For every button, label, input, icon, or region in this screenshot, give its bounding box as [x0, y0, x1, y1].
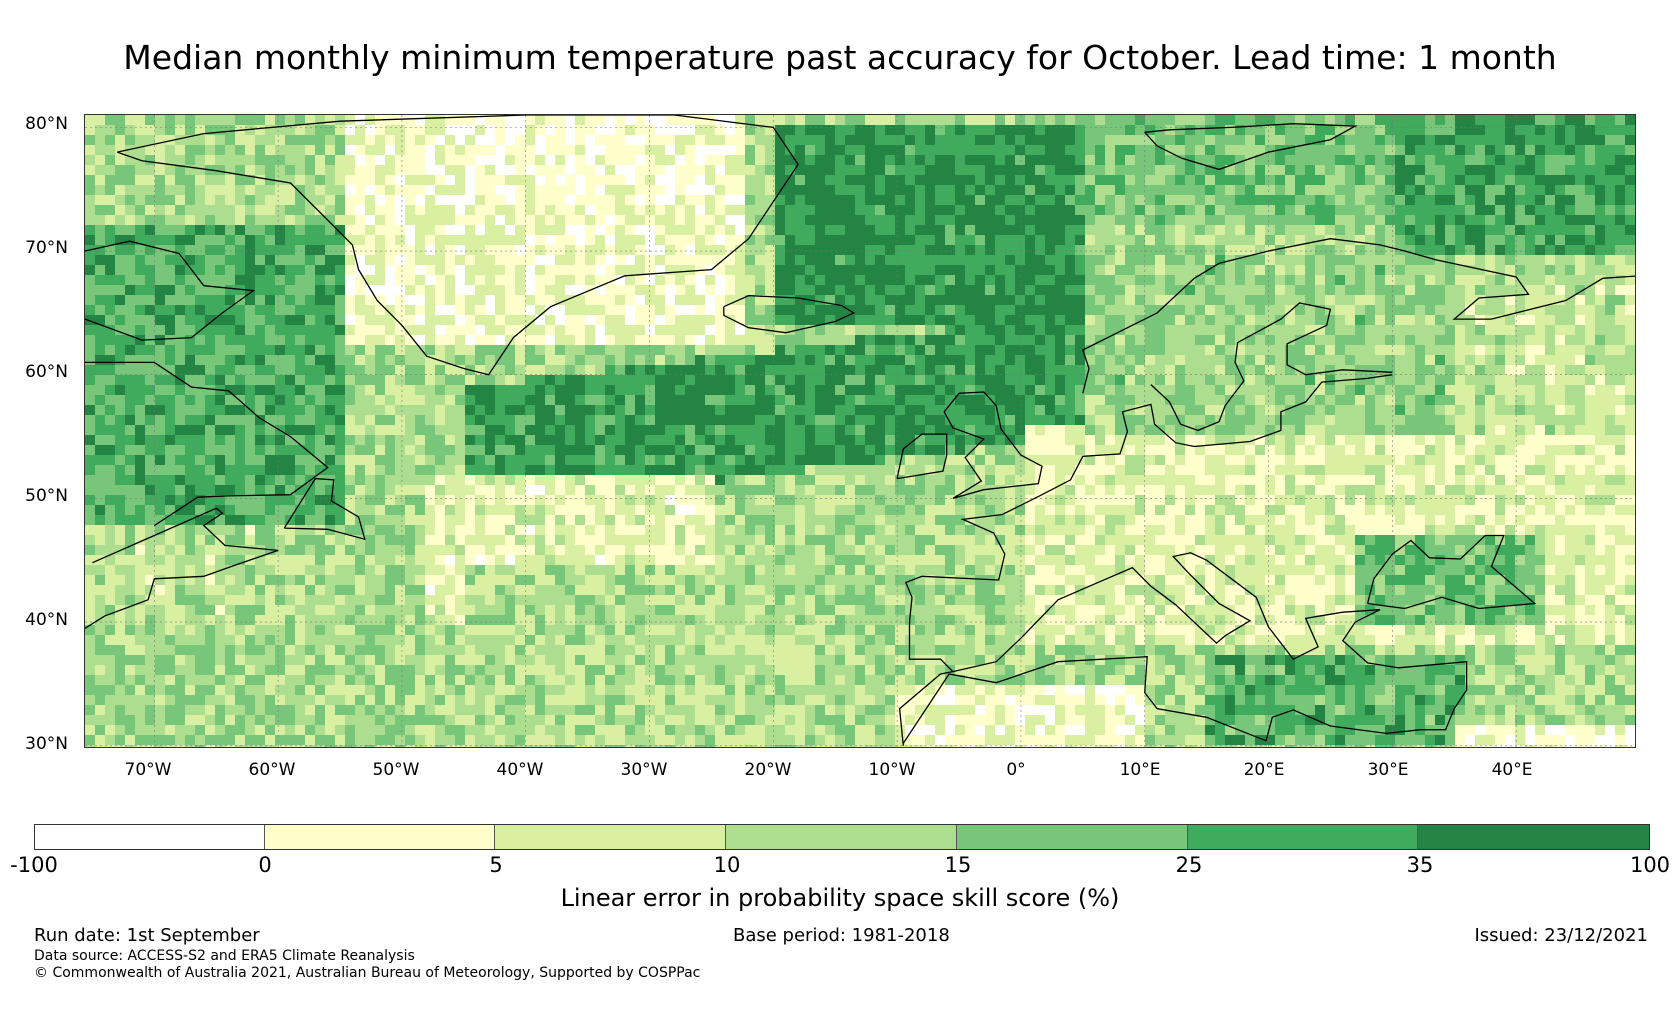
- lat-label-80n: 80°N: [25, 114, 68, 134]
- skill-score-map: [84, 114, 1636, 748]
- lon-label-10w: 10°W: [868, 760, 916, 780]
- lon-label-70w: 70°W: [124, 760, 172, 780]
- copyright-notice: © Commonwealth of Australia 2021, Austra…: [34, 965, 701, 981]
- colorbar-tick-neg100: -100: [10, 853, 58, 877]
- colorbar: [34, 824, 1650, 850]
- lat-label-30n: 30°N: [25, 734, 68, 754]
- map-title: Median monthly minimum temperature past …: [123, 38, 1557, 77]
- colorbar-segment-15-25: [956, 825, 1188, 849]
- colorbar-segment-35-100: [1418, 825, 1650, 849]
- lon-label-40e: 40°E: [1491, 760, 1533, 780]
- lon-label-30w: 30°W: [620, 760, 668, 780]
- lon-label-20e: 20°E: [1243, 760, 1285, 780]
- lat-label-50n: 50°N: [25, 486, 68, 506]
- colorbar-segment-10-15: [726, 825, 957, 849]
- colorbar-segment-neg100-0: [35, 825, 265, 849]
- map-gridlines: [85, 115, 1635, 747]
- colorbar-tick-15: 15: [944, 853, 972, 877]
- coastlines: [85, 115, 1635, 746]
- colorbar-label: Linear error in probability space skill …: [560, 884, 1120, 912]
- lat-label-70n: 70°N: [25, 238, 68, 258]
- colorbar-segment-5-10: [495, 825, 727, 849]
- run-date: Run date: 1st September: [34, 925, 260, 946]
- base-period: Base period: 1981-2018: [733, 925, 950, 946]
- skill-score-cells: [85, 115, 1635, 747]
- lat-label-40n: 40°N: [25, 610, 68, 630]
- colorbar-tick-0: 0: [258, 853, 272, 877]
- lat-label-60n: 60°N: [25, 362, 68, 382]
- colorbar-tick-100: 100: [1629, 853, 1671, 877]
- lon-label-10e: 10°E: [1119, 760, 1161, 780]
- colorbar-tick-25: 25: [1175, 853, 1203, 877]
- colorbar-tick-5: 5: [489, 853, 503, 877]
- lon-label-60w: 60°W: [248, 760, 296, 780]
- colorbar-segment-25-35: [1187, 825, 1419, 849]
- lon-label-30e: 30°E: [1367, 760, 1409, 780]
- lon-label-40w: 40°W: [496, 760, 544, 780]
- lon-label-0: 0°: [1006, 760, 1026, 780]
- lon-label-20w: 20°W: [744, 760, 792, 780]
- colorbar-segment-0-5: [264, 825, 496, 849]
- colorbar-tick-35: 35: [1406, 853, 1434, 877]
- data-source: Data source: ACCESS-S2 and ERA5 Climate …: [34, 948, 415, 964]
- issued-date: Issued: 23/12/2021: [1474, 925, 1648, 946]
- colorbar-tick-10: 10: [713, 853, 741, 877]
- lon-label-50w: 50°W: [372, 760, 420, 780]
